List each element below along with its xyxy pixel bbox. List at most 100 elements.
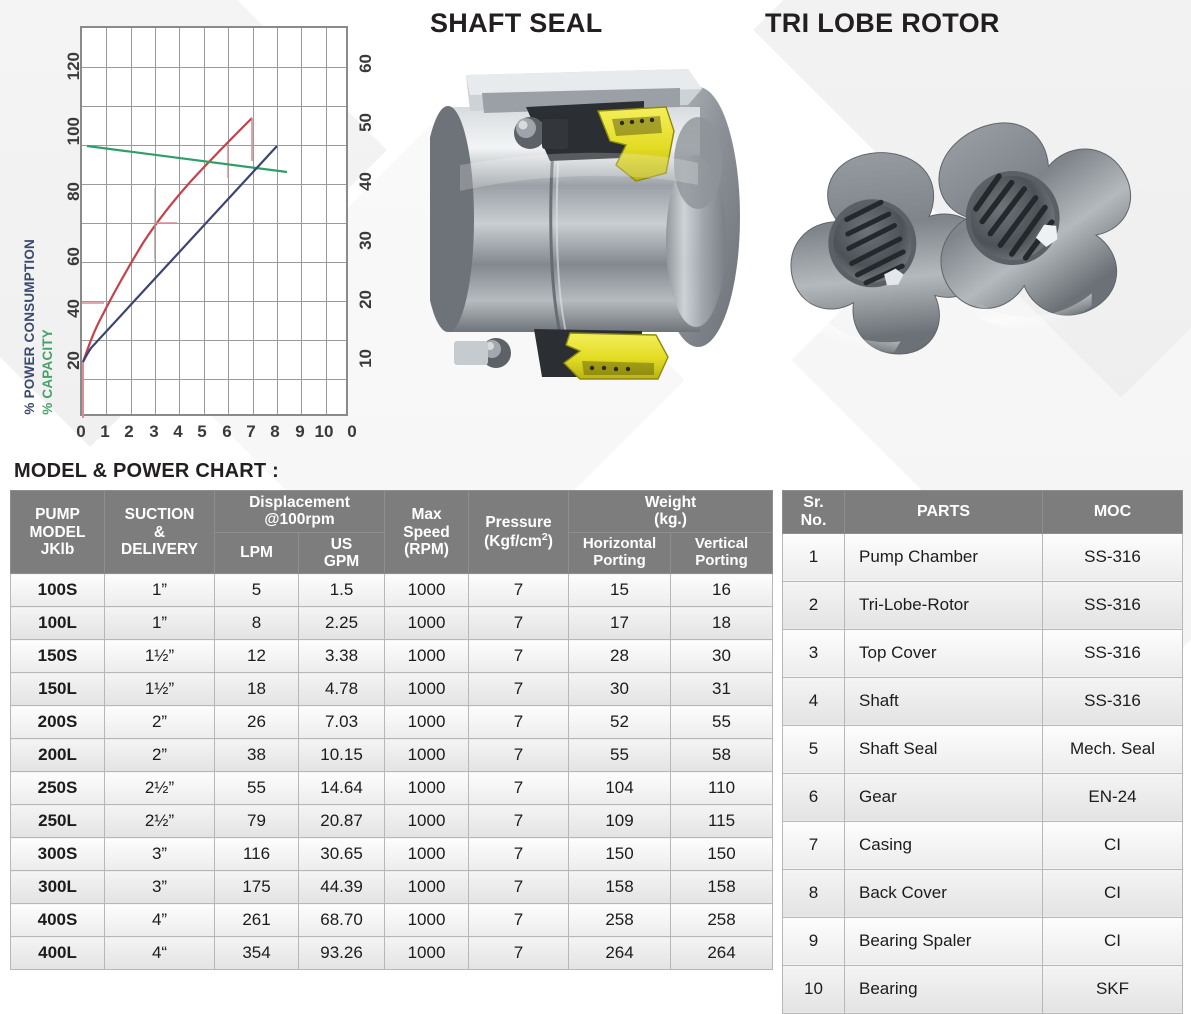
th-us-gpm: US GPM: [297, 531, 386, 575]
cell-lpm: 26: [214, 705, 299, 740]
cell-suction: 3”: [104, 870, 215, 905]
cell-us-gpm: 20.87: [297, 804, 386, 839]
list-item: 10 Bearing SKF: [782, 964, 1183, 1014]
cell-part-name: Shaft: [844, 676, 1043, 726]
th-weight-l2: (kg.): [654, 511, 687, 529]
cell-max-speed: 1000: [384, 936, 470, 971]
cell-part-name: Bearing: [844, 964, 1043, 1014]
cell-part-name: Casing: [844, 820, 1043, 870]
x-tick-4: 4: [173, 422, 183, 441]
cell-pressure: 7: [468, 606, 570, 641]
x-tick-11: 0: [347, 422, 357, 441]
y-tick-right-1: 50: [356, 113, 375, 132]
cell-moc: CI: [1042, 916, 1183, 966]
table-row: 300S 3” 116 30.65 1000 7 150 150: [10, 837, 774, 872]
th-pump-model-l1: PUMP: [35, 506, 80, 524]
th-horizontal-l2: Porting: [593, 552, 646, 570]
th-moc: MOC: [1042, 490, 1183, 534]
cell-moc: CI: [1042, 868, 1183, 918]
cell-horizontal-porting: 150: [568, 837, 672, 872]
cell-max-speed: 1000: [384, 804, 470, 839]
th-pressure-sup: 2: [541, 530, 548, 543]
y-tick-right-4: 20: [356, 290, 375, 309]
cell-lpm: 116: [214, 837, 299, 872]
cell-us-gpm: 68.70: [297, 903, 386, 938]
cell-suction: 1½”: [104, 672, 215, 707]
th-vertical-l1: Vertical: [694, 535, 749, 553]
cell-lpm: 79: [214, 804, 299, 839]
parts-table-body: 1 Pump Chamber SS-316 2 Tri-Lobe-Rotor SS-316…: [782, 532, 1183, 1014]
cell-moc: SKF: [1042, 964, 1183, 1014]
cell-vertical-porting: 30: [670, 639, 774, 674]
cell-suction: 2½”: [104, 771, 215, 806]
x-tick-0: 0: [76, 422, 86, 441]
th-weight-l1: Weight: [644, 494, 697, 511]
y-tick-right-5: 10: [356, 349, 375, 368]
cell-vertical-porting: 158: [670, 870, 774, 905]
chart-plot-area: [80, 26, 348, 418]
table-row: 100S 1” 5 1.5 1000 7 15 16: [10, 573, 774, 608]
cell-model: 200L: [10, 738, 105, 773]
cell-lpm: 8: [214, 606, 299, 641]
cell-max-speed: 1000: [384, 672, 470, 707]
y-axis-label-capacity: % CAPACITY: [40, 329, 55, 415]
cell-part-name: Pump Chamber: [844, 532, 1043, 582]
y-tick-right-0: 60: [356, 54, 375, 73]
cell-max-speed: 1000: [384, 606, 470, 641]
cell-model: 150L: [10, 672, 105, 707]
cell-vertical-porting: 110: [670, 771, 774, 806]
th-pressure-l2: (Kgf/cm: [484, 532, 542, 550]
parts-table-header-row: Sr. No. PARTS MOC: [782, 490, 1183, 534]
th-suction-l1: SUCTION: [124, 506, 195, 524]
cell-suction: 1”: [104, 606, 215, 641]
cell-vertical-porting: 150: [670, 837, 774, 872]
cell-horizontal-porting: 17: [568, 606, 672, 641]
table-row: 400S 4” 261 68.70 1000 7 258 258: [10, 903, 774, 938]
cell-lpm: 38: [214, 738, 299, 773]
x-tick-5: 5: [197, 422, 207, 441]
cell-suction: 1½”: [104, 639, 215, 674]
model-table-header-row-2: LPM US GPM Horizontal Porting Vertical P…: [11, 531, 774, 575]
top-section: % POWER CONSUMPTION % CAPACITY 120 100 8…: [0, 0, 1191, 455]
cell-model: 100S: [10, 573, 105, 608]
model-table-body: 100S 1” 5 1.5 1000 7 15 16 100L 1” 8 2.25 1000 7 17 18 1…: [10, 573, 774, 971]
cell-pressure: 7: [468, 672, 570, 707]
cell-max-speed: 1000: [384, 870, 470, 905]
x-tick-10: 10: [314, 422, 334, 441]
list-item: 1 Pump Chamber SS-316: [782, 532, 1183, 582]
cell-model: 300S: [10, 837, 105, 872]
cell-horizontal-porting: 264: [568, 936, 672, 971]
th-suction-l2: &: [153, 523, 166, 541]
cell-moc: Mech. Seal: [1042, 724, 1183, 774]
cell-lpm: 18: [214, 672, 299, 707]
cell-vertical-porting: 31: [670, 672, 774, 707]
x-tick-3: 3: [149, 422, 159, 441]
table-row: 200L 2” 38 10.15 1000 7 55 58: [10, 738, 774, 773]
list-item: 8 Back Cover CI: [782, 868, 1183, 918]
cell-sr-no: 4: [782, 676, 845, 726]
cell-lpm: 12: [214, 639, 299, 674]
cell-part-name: Bearing Spaler: [844, 916, 1043, 966]
parts-moc-table: Sr. No. PARTS MOC 1 Pump Chamber SS-316 2 Tr…: [782, 490, 1183, 1014]
table-row: 250S 2½” 55 14.64 1000 7 104 110: [10, 771, 774, 806]
th-weight: Weight (kg.): [568, 490, 774, 533]
chart-series-lines: [81, 117, 288, 418]
th-max-speed-l3: (RPM): [404, 540, 449, 558]
cell-pressure: 7: [468, 573, 570, 608]
cell-model: 200S: [10, 705, 105, 740]
th-suction-delivery: SUCTION & DELIVERY: [104, 489, 215, 575]
cell-sr-no: 7: [782, 820, 845, 870]
shaft-seal-image: [422, 45, 760, 380]
cell-vertical-porting: 16: [670, 573, 774, 608]
model-power-chart-caption: MODEL & POWER CHART :: [14, 460, 279, 482]
cell-suction: 4“: [104, 936, 215, 971]
x-tick-7: 7: [246, 422, 256, 441]
th-displacement-l2: @100rpm: [264, 511, 335, 529]
cell-model: 400S: [10, 903, 105, 938]
list-item: 5 Shaft Seal Mech. Seal: [782, 724, 1183, 774]
th-pressure: Pressure (Kgf/cm2): [468, 489, 570, 575]
cell-max-speed: 1000: [384, 771, 470, 806]
th-vertical-l2: Porting: [695, 552, 748, 570]
cell-lpm: 55: [214, 771, 299, 806]
